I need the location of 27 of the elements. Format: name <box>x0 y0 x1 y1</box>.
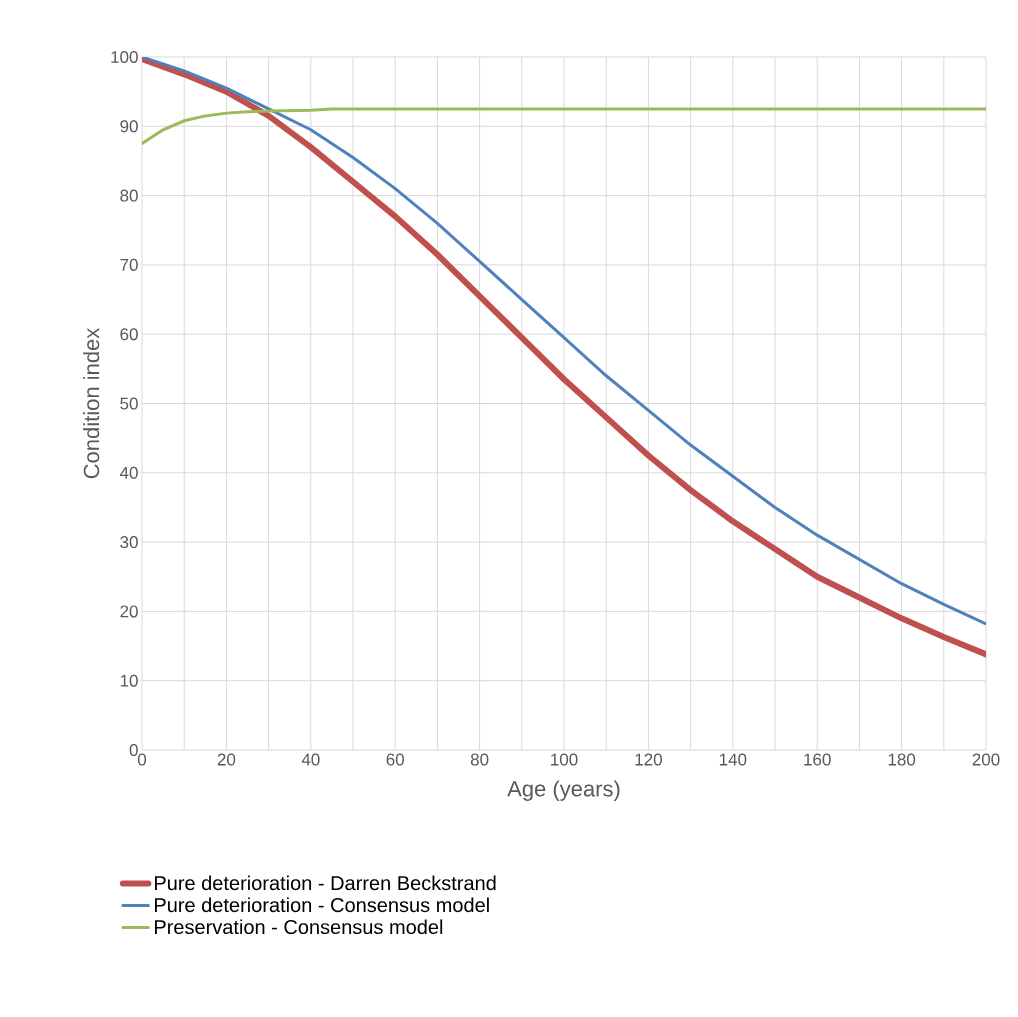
y-tick-label: 80 <box>120 189 138 202</box>
x-tick-label: 0 <box>137 753 147 766</box>
y-tick-label: 50 <box>120 397 138 410</box>
y-tick-label: 100 <box>111 50 138 64</box>
x-tick-label: 140 <box>719 753 747 766</box>
y-tick-label: 20 <box>120 605 138 618</box>
x-tick-label: 120 <box>635 753 662 766</box>
y-tick-label: 70 <box>120 258 138 271</box>
y-tick-label: 0 <box>129 743 138 757</box>
x-tick-label: 180 <box>888 753 916 766</box>
y-tick-label: 90 <box>120 120 138 133</box>
x-tick-label: 20 <box>217 753 236 766</box>
y-tick-label: 10 <box>120 674 138 687</box>
y-tick-label: 60 <box>120 328 138 341</box>
x-tick-label: 160 <box>804 753 831 766</box>
x-axis-title: Age (years) <box>507 780 620 801</box>
y-tick-label: 30 <box>120 536 138 549</box>
legend-label: Pure deterioration - Consensus model <box>155 897 489 913</box>
legend-label: Preservation - Consensus model <box>155 919 443 935</box>
x-tick-label: 100 <box>551 753 578 766</box>
x-tick-label: 40 <box>301 753 320 766</box>
legend-label: Pure deterioration - Darren Beckstrand <box>155 875 496 891</box>
x-tick-label: 80 <box>470 753 489 766</box>
x-tick-label: 60 <box>386 753 404 766</box>
y-tick-label: 40 <box>119 466 138 479</box>
y-axis-title: Condition index <box>83 327 100 479</box>
x-tick-label: 200 <box>972 753 1000 766</box>
